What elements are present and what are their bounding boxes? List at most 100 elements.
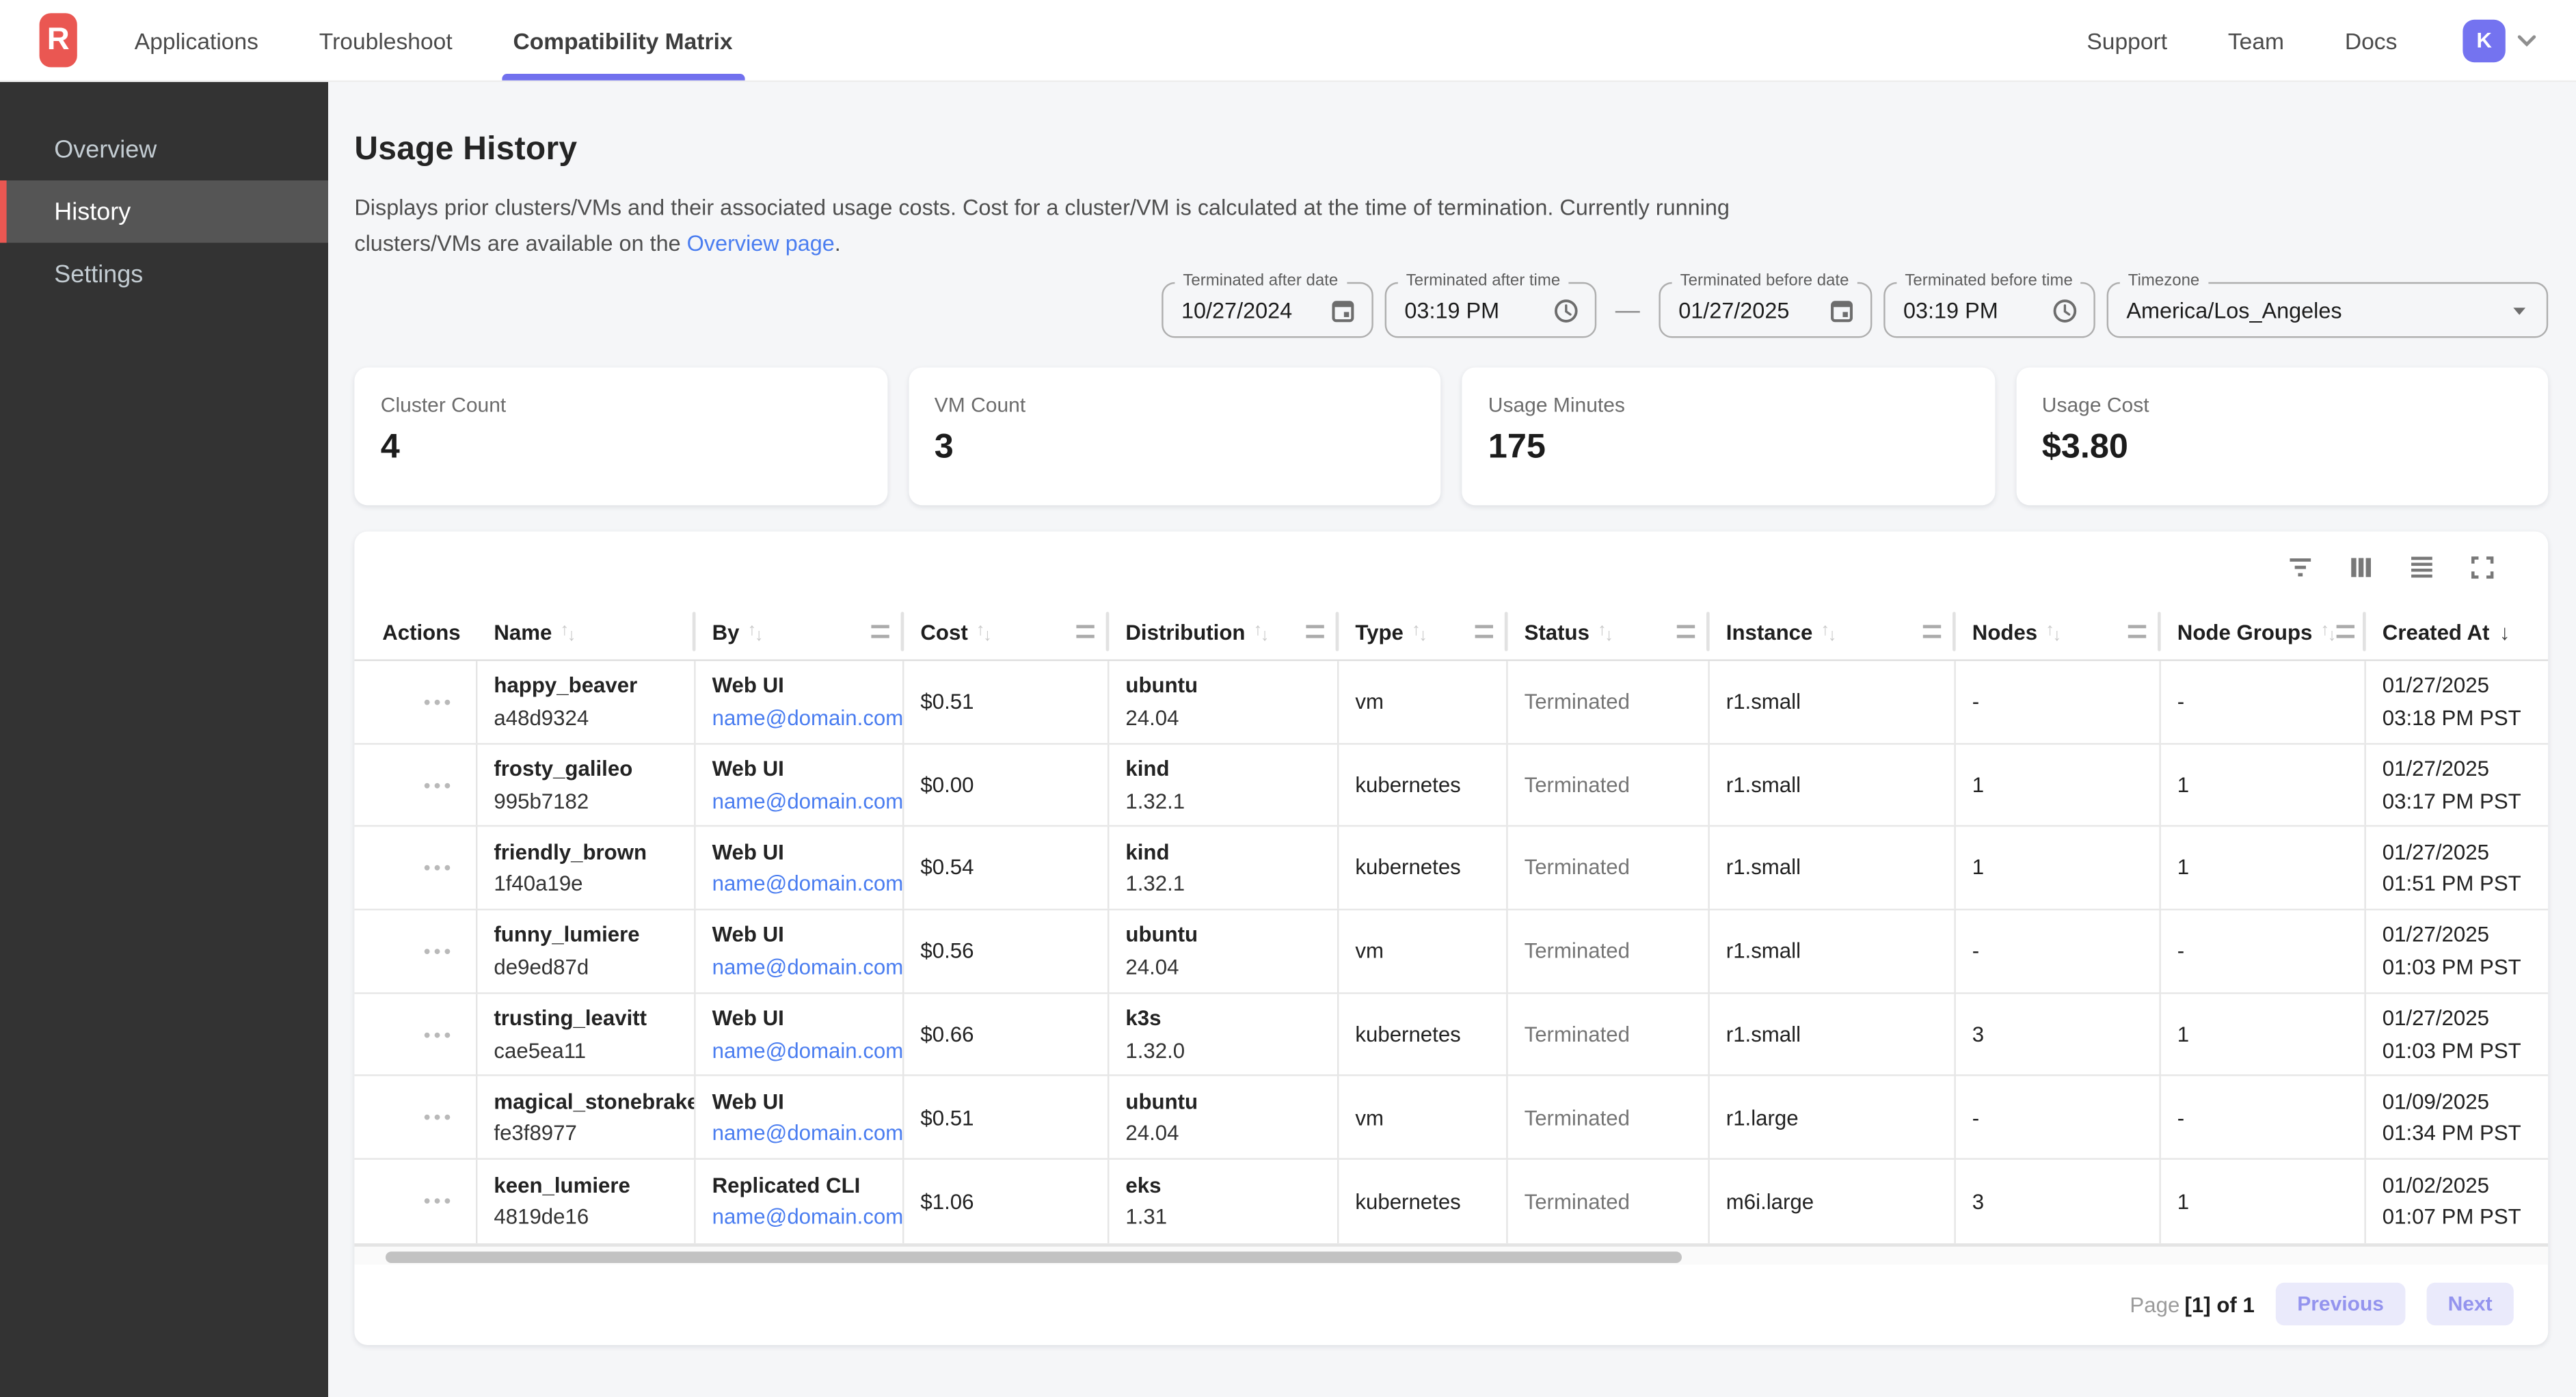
filter-field-terminated-before-date[interactable]: Terminated before date 01/27/2025 — [1659, 272, 1873, 338]
cell-nodes: 3 — [1956, 993, 2161, 1076]
column-header-nodes[interactable]: Nodes ↑ ↓ — [1956, 603, 2161, 660]
cell-instance: r1.small — [1726, 689, 1801, 714]
nav-right-slot: Support Team Docs — [2087, 27, 2397, 53]
caret-down-icon[interactable] — [2507, 298, 2532, 323]
row-actions-button[interactable]: ••• — [423, 1022, 455, 1046]
column-menu-icon[interactable] — [1922, 625, 1942, 638]
row-actions-button[interactable]: ••• — [423, 773, 455, 797]
nav-link-support[interactable]: Support — [2087, 27, 2168, 53]
column-menu-icon[interactable] — [2336, 625, 2354, 638]
filter-field-value: 10/27/2024 — [1181, 297, 1293, 323]
column-header-created-at[interactable]: Created At ↓ — [2366, 603, 2545, 660]
cell-created_at: 01/27/2025 01:03 PM PST — [2366, 910, 2545, 992]
nav-link-team[interactable]: Team — [2227, 27, 2285, 53]
density-icon[interactable] — [2407, 553, 2437, 582]
cell-nodes: 3 — [1972, 1021, 1985, 1046]
row-actions-button[interactable]: ••• — [423, 1106, 455, 1129]
filter-icon[interactable] — [2285, 553, 2315, 582]
cell-distribution: ubuntu — [1125, 1089, 1198, 1114]
overview-page-link[interactable]: Overview page — [686, 230, 835, 256]
filter-field-terminated-before-time[interactable]: Terminated before time 03:19 PM — [1883, 272, 2095, 338]
columns-icon[interactable] — [2346, 553, 2376, 582]
cell-name-id: 995b7182 — [494, 788, 589, 813]
cell-nodes: 3 — [1956, 1160, 2161, 1243]
sidebar-item-history[interactable]: History — [0, 180, 329, 243]
sidebar-item-overview[interactable]: Overview — [54, 135, 157, 163]
nav-link-docs[interactable]: Docs — [2344, 27, 2398, 53]
cell-by-email-link[interactable]: name@domain.com — [712, 954, 904, 979]
calendar-icon[interactable] — [1828, 296, 1856, 324]
stat-label: Usage Cost — [2041, 394, 2149, 417]
column-header-status[interactable]: Status ↑ ↓ — [1508, 603, 1710, 660]
filter-field-timezone[interactable]: Timezone America/Los_Angeles — [2106, 272, 2549, 338]
cell-by-email-link[interactable]: name@domain.com — [712, 705, 904, 730]
cell-nodes: - — [1972, 689, 1980, 714]
cell-nodes: 1 — [1956, 744, 2161, 826]
column-menu-icon[interactable] — [1676, 625, 1695, 638]
cell-distribution-version: 24.04 — [1125, 1120, 1179, 1145]
cell-type: vm — [1339, 661, 1508, 743]
cell-actions: ••• — [354, 993, 478, 1076]
cell-name: happy_beaver a48d9324 — [477, 661, 696, 743]
cell-type: kubernetes — [1355, 772, 1461, 797]
filter-field-label: Terminated after date — [1175, 272, 1347, 290]
row-actions-button[interactable]: ••• — [423, 1190, 455, 1213]
sort-arrows-icon: ↑ ↓ — [2320, 620, 2337, 646]
cell-by-email-link[interactable]: name@domain.com — [712, 788, 904, 813]
filter-field-terminated-after-date[interactable]: Terminated after date 10/27/2024 — [1162, 272, 1373, 338]
fullscreen-icon[interactable] — [2468, 553, 2497, 582]
cell-created_at: 01/09/2025 01:34 PM PST — [2366, 1076, 2545, 1158]
cell-actions: ••• — [354, 1160, 478, 1243]
stat-label: Cluster Count — [380, 394, 507, 417]
column-menu-icon[interactable] — [2128, 625, 2147, 638]
calendar-icon[interactable] — [1329, 296, 1357, 324]
column-header-name[interactable]: Name ↑ ↓ — [477, 603, 696, 660]
chevron-down-icon[interactable] — [2517, 33, 2537, 46]
cell-name-id: 4819de16 — [494, 1204, 589, 1230]
column-menu-icon[interactable] — [871, 625, 889, 638]
account-menu[interactable]: K — [2463, 18, 2537, 62]
cell-by-email-link[interactable]: name@domain.com — [712, 1037, 904, 1063]
cell-created-time: 01:34 PM PST — [2382, 1120, 2521, 1145]
cell-nodes: 3 — [1972, 1189, 1985, 1214]
cell-type: kubernetes — [1339, 993, 1508, 1076]
scrollbar-thumb[interactable] — [386, 1251, 1682, 1263]
previous-button[interactable]: Previous — [2276, 1283, 2406, 1326]
next-button[interactable]: Next — [2426, 1283, 2514, 1326]
nav-tab-troubleshoot[interactable]: Troubleshoot — [319, 27, 453, 53]
row-actions-button[interactable]: ••• — [423, 939, 455, 963]
avatar[interactable]: K — [2463, 18, 2506, 62]
column-menu-icon[interactable] — [1076, 625, 1095, 638]
sort-arrows-icon: ↑ ↓ — [747, 620, 764, 646]
cell-by-email-link[interactable]: name@domain.com — [712, 1204, 904, 1230]
clock-icon[interactable] — [1552, 296, 1580, 324]
column-header-cost[interactable]: Cost ↑ ↓ — [904, 603, 1110, 660]
sidebar-item-settings[interactable]: Settings — [54, 260, 144, 288]
column-header-instance[interactable]: Instance ↑ ↓ — [1710, 603, 1956, 660]
column-menu-icon[interactable] — [1306, 625, 1324, 638]
horizontal-scrollbar[interactable] — [354, 1243, 2549, 1264]
column-header-node-groups[interactable]: Node Groups ↑ ↓ — [2161, 603, 2366, 660]
sort-arrows-icon: ↑ ↓ — [1821, 620, 1837, 646]
cell-distribution-version: 24.04 — [1125, 954, 1179, 979]
cell-status: Terminated — [1508, 1076, 1710, 1158]
row-actions-button[interactable]: ••• — [423, 856, 455, 880]
table-header-row: Actions Name ↑ ↓ By ↑ ↓ Cost ↑ ↓ Distribution ↑ ↓ Typ… — [354, 603, 2549, 662]
column-header-by[interactable]: By ↑ ↓ — [696, 603, 904, 660]
nav-tab-compatibility-matrix[interactable]: Compatibility Matrix — [501, 0, 744, 81]
filter-field-terminated-after-time[interactable]: Terminated after time 03:19 PM — [1384, 272, 1597, 338]
page-word: Page — [2130, 1292, 2180, 1317]
cell-nodes: - — [1956, 1076, 2161, 1158]
column-menu-icon[interactable] — [1475, 625, 1493, 638]
cell-type: kubernetes — [1355, 1189, 1461, 1214]
column-header-type[interactable]: Type ↑ ↓ — [1339, 603, 1508, 660]
filter-field-value: America/Los_Angeles — [2126, 297, 2342, 323]
cell-by-email-link[interactable]: name@domain.com — [712, 1120, 904, 1145]
column-header-distribution[interactable]: Distribution ↑ ↓ — [1109, 603, 1339, 660]
row-actions-button[interactable]: ••• — [423, 690, 455, 714]
cell-created-time: 03:18 PM PST — [2382, 705, 2521, 730]
nav-tab-applications[interactable]: Applications — [134, 27, 258, 53]
clock-icon[interactable] — [2051, 296, 2079, 324]
cell-by-email-link[interactable]: name@domain.com — [712, 871, 904, 896]
replicated-logo[interactable]: R — [39, 13, 77, 68]
